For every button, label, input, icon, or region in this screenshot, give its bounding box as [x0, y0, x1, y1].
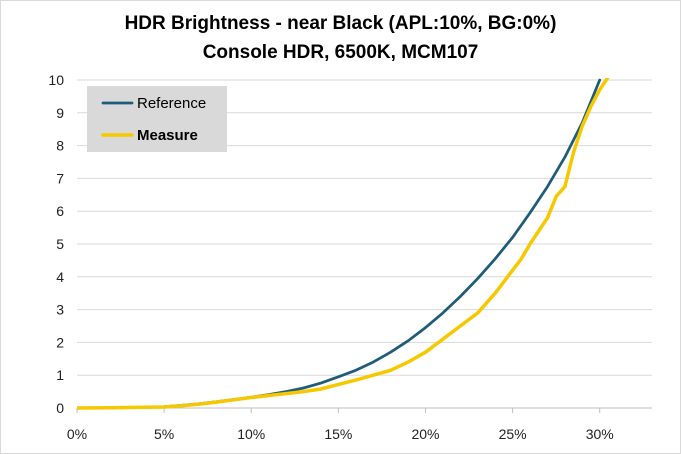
x-tick-label: 20%: [411, 426, 439, 442]
chart-title: HDR Brightness - near Black (APL:10%, BG…: [124, 13, 557, 34]
gridlines: [77, 79, 652, 376]
series-lines: [77, 78, 610, 410]
y-tick-label: 4: [56, 269, 64, 285]
legend-label-reference: Reference: [137, 95, 206, 112]
y-tick-label: 3: [56, 302, 64, 318]
y-tick-label: 5: [56, 236, 64, 252]
y-tick-label: 0: [56, 400, 64, 416]
x-tick-label: 10%: [237, 426, 265, 442]
x-tick-label: 25%: [499, 426, 527, 442]
legend: Reference Measure: [87, 86, 227, 152]
legend-label-measure: Measure: [137, 127, 198, 144]
chart-subtitle: Console HDR, 6500K, MCM107: [202, 42, 479, 63]
x-tick-label: 30%: [586, 426, 614, 442]
x-tick-label: 15%: [324, 426, 352, 442]
series-line-measure: [77, 78, 610, 410]
y-tick-label: 2: [56, 334, 64, 350]
y-tick-label: 7: [56, 170, 64, 186]
legend-box: [87, 86, 227, 152]
x-tick-label: 0%: [67, 426, 87, 442]
x-tick-label: 5%: [154, 426, 174, 442]
y-tick-label: 10: [48, 72, 64, 88]
y-tick-label: 9: [56, 105, 64, 121]
y-tick-label: 8: [56, 138, 64, 154]
y-tick-label: 1: [56, 367, 64, 383]
y-tick-label: 6: [56, 203, 64, 219]
